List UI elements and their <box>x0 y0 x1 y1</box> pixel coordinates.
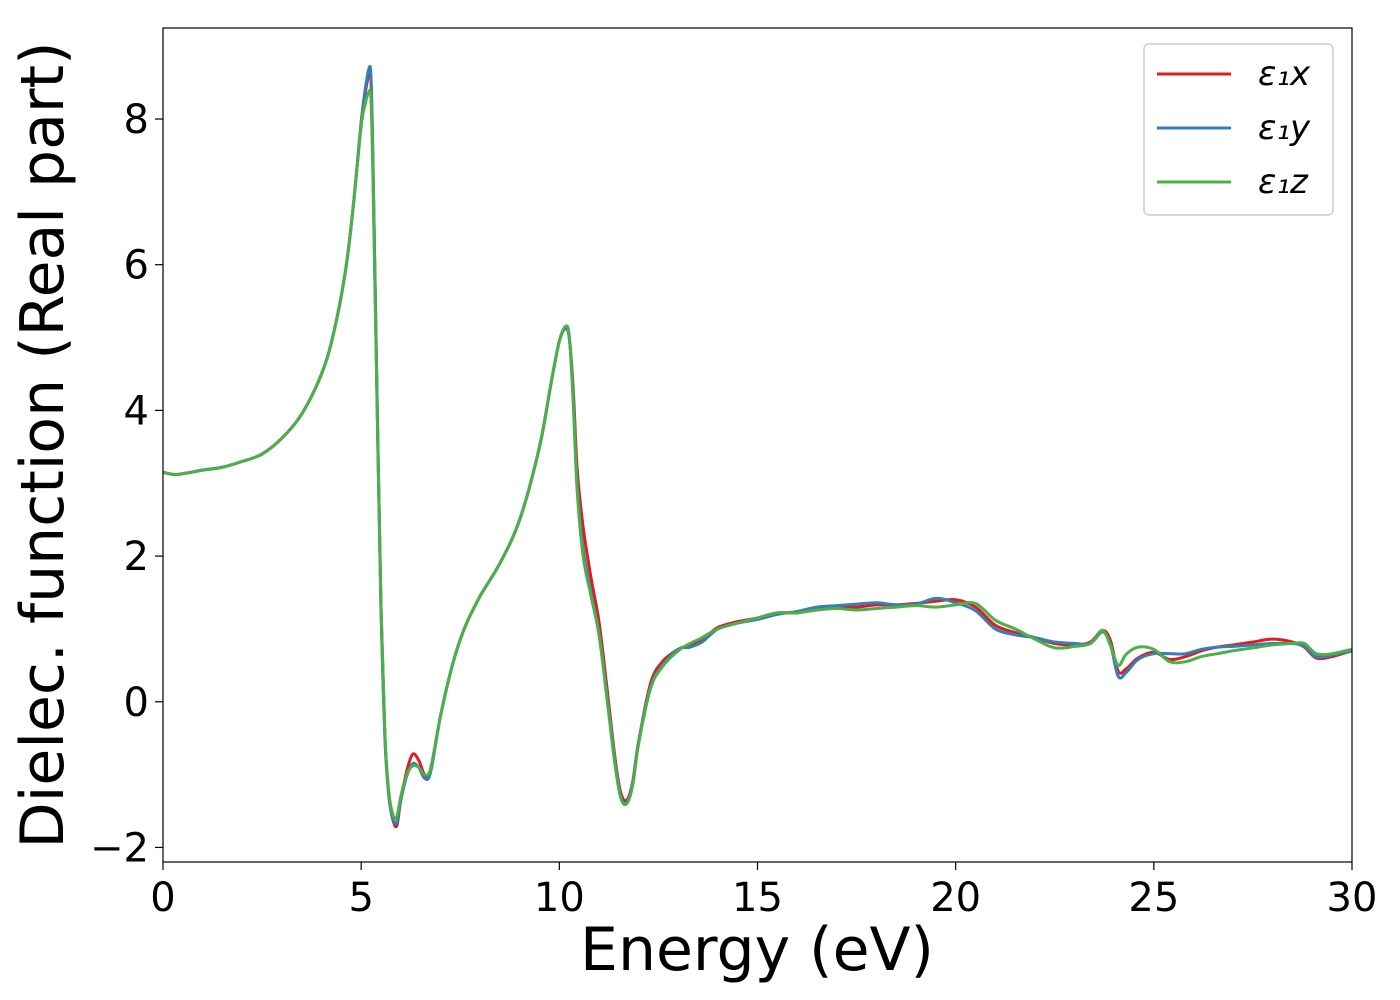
y-axis: −2 0 2 4 6 8 <box>90 97 163 871</box>
y-tick-label: 2 <box>124 534 149 580</box>
legend-box <box>1143 43 1334 216</box>
y-tick-label: 8 <box>124 97 149 143</box>
legend-label-x: ε₁x <box>1258 54 1311 94</box>
y-tick-label: −2 <box>90 825 149 871</box>
x-tick-label: 5 <box>348 875 373 921</box>
x-tick-label: 10 <box>534 875 585 921</box>
y-tick-label: 6 <box>124 243 149 289</box>
x-tick-label: 20 <box>930 875 981 921</box>
series-line-z <box>163 88 1352 821</box>
series-layer <box>163 64 1352 829</box>
y-axis-label: Dielec. function (Real part) <box>8 42 78 849</box>
x-tick-label: 0 <box>150 875 175 921</box>
x-tick-label: 15 <box>732 875 783 921</box>
x-tick-label: 25 <box>1128 875 1179 921</box>
x-tick-label: 30 <box>1327 875 1378 921</box>
legend-label-y: ε₁y <box>1258 108 1311 148</box>
legend-label-z: ε₁z <box>1258 162 1309 202</box>
x-axis-label: Energy (eV) <box>580 915 934 985</box>
x-axis: 0 5 10 15 20 25 30 <box>150 862 1377 921</box>
y-tick-label: 4 <box>124 388 149 434</box>
y-tick-label: 0 <box>124 680 149 726</box>
legend: ε₁x ε₁y ε₁z <box>1143 43 1334 216</box>
